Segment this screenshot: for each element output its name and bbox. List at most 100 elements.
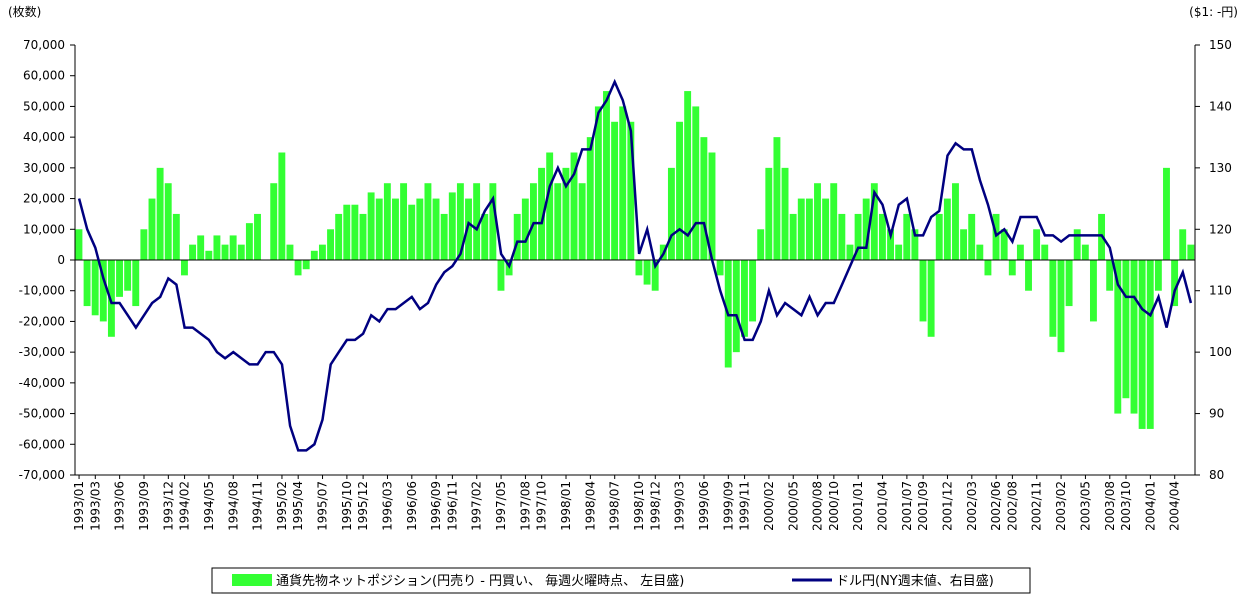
y2-tick-label: 150 [1209, 38, 1232, 52]
bar [887, 229, 894, 260]
bar [789, 213, 797, 260]
x-tick-label: 2000/08 [811, 481, 825, 531]
y2-tick-label: 120 [1209, 222, 1232, 236]
bar [221, 244, 229, 260]
bar [822, 198, 830, 260]
bar [1154, 260, 1162, 291]
bar [75, 229, 83, 260]
bar [895, 244, 903, 260]
bar [594, 106, 602, 260]
y-tick-label: 20,000 [23, 192, 65, 206]
bar [651, 260, 659, 291]
bar [1033, 229, 1041, 260]
bar [732, 260, 740, 353]
x-tick-label: 1997/10 [535, 481, 549, 531]
y-tick-label: -20,000 [19, 314, 65, 328]
y2-tick-label: 140 [1209, 99, 1232, 113]
bar [335, 213, 343, 260]
bar [1008, 260, 1016, 276]
bar [830, 183, 838, 260]
x-tick-label: 1998/10 [632, 481, 646, 531]
bar [116, 260, 123, 297]
x-tick-label: 1993/12 [161, 481, 175, 531]
bar [538, 167, 546, 260]
y-tick-label: -40,000 [19, 376, 65, 390]
bar [383, 183, 391, 260]
y-tick-label: 60,000 [23, 69, 65, 83]
bar [919, 260, 927, 322]
bar [189, 244, 197, 260]
bar [140, 229, 148, 260]
x-tick-label: 2002/08 [1005, 481, 1019, 531]
legend-box [211, 567, 1031, 594]
bar [578, 183, 586, 260]
bar [667, 167, 675, 260]
x-tick-label: 2001/04 [876, 481, 890, 531]
bar [343, 204, 351, 260]
bar [976, 244, 984, 260]
bar [302, 260, 310, 270]
x-tick-label: 1998/07 [608, 481, 622, 531]
x-tick-label: 1994/02 [178, 481, 192, 531]
y-tick-label: 0 [57, 253, 65, 267]
bar [318, 244, 326, 260]
bar [870, 183, 878, 260]
line [77, 78, 1193, 452]
bar [814, 183, 821, 260]
bar [392, 198, 399, 260]
x-tick-label: 1996/06 [405, 481, 419, 531]
bar [546, 152, 554, 260]
x-tick-label: 2002/11 [1030, 481, 1044, 531]
bar [692, 106, 700, 260]
bar [878, 213, 886, 260]
bar [310, 250, 318, 260]
x-tick-label: 1996/03 [380, 481, 394, 531]
bar [903, 213, 911, 260]
bar [465, 198, 472, 260]
y2-tick-label: 130 [1209, 161, 1232, 175]
bar [424, 183, 432, 260]
x-tick-label: 2003/10 [1119, 481, 1133, 531]
y-tick-label: -10,000 [19, 284, 65, 298]
y-tick-label: 70,000 [23, 38, 65, 52]
bar [773, 137, 781, 260]
bar [91, 260, 99, 316]
y-tick-label: -30,000 [19, 345, 65, 359]
x-tick-label: 1994/08 [226, 481, 240, 531]
bar [254, 213, 261, 260]
bar [797, 198, 805, 260]
bar [1089, 260, 1097, 322]
bar [1025, 260, 1032, 291]
bar [1130, 260, 1138, 414]
bar [473, 183, 481, 260]
bar [1122, 260, 1130, 399]
x-tick-label: 1996/11 [445, 481, 459, 531]
legend-label: 通貨先物ネットポジション(円売り - 円買い、 毎週火曜時点、 左目盛) [276, 573, 684, 589]
bar [529, 183, 537, 260]
bar [1163, 167, 1170, 260]
x-tick-label: 1995/02 [275, 481, 289, 531]
y2-tick-label: 100 [1209, 345, 1232, 359]
x-tick-label: 2000/05 [786, 481, 800, 531]
y-tick-label: -70,000 [19, 468, 65, 482]
bar [286, 244, 294, 260]
x-tick-label: 1993/06 [113, 481, 127, 531]
bar [83, 260, 91, 307]
x-tick-label: 1996/09 [429, 481, 443, 531]
x-tick-label: 1995/12 [356, 481, 370, 531]
bar [148, 198, 156, 260]
bar [1114, 260, 1122, 414]
x-tick-label: 1995/04 [291, 481, 305, 531]
bar [107, 260, 115, 337]
x-tick-label: 1998/12 [648, 481, 662, 531]
bar [611, 121, 619, 261]
bar [400, 183, 408, 260]
bar [124, 260, 132, 291]
x-tick-label: 2002/06 [989, 481, 1003, 531]
bar [935, 213, 943, 260]
x-tick-label: 1993/01 [72, 481, 86, 531]
y-tick-label: 50,000 [23, 99, 65, 113]
bar [513, 213, 521, 260]
bar [716, 260, 724, 276]
x-tick-label: 1997/05 [494, 481, 508, 531]
